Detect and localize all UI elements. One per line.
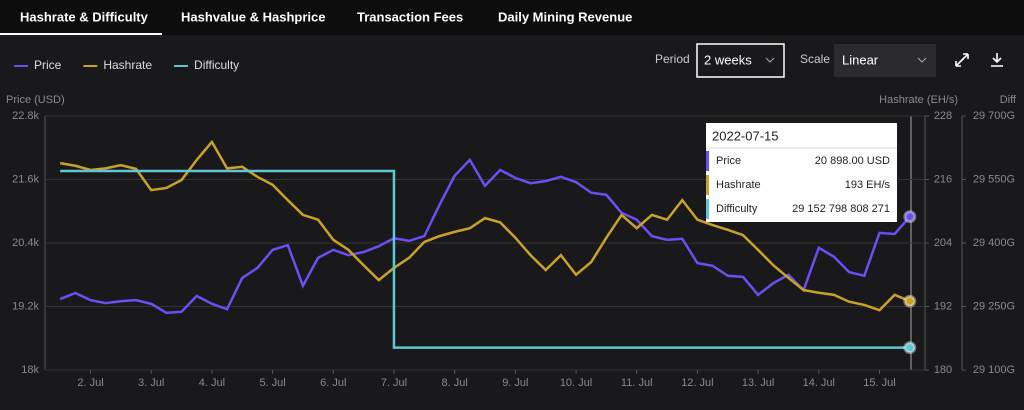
x-tick-label: 7. Jul [381, 377, 407, 389]
tooltip-value: 20 898.00 USD [815, 155, 890, 167]
y-axis-title: Price (USD) [6, 94, 65, 106]
legend-label: Price [34, 58, 62, 72]
chevron [765, 57, 775, 63]
y2-tick-label: 204 [934, 237, 952, 249]
hover-marker [903, 210, 917, 224]
period-value[interactable]: 2 weeks [704, 52, 752, 67]
tooltip-value: 29 152 798 808 271 [792, 203, 890, 215]
x-tick-label: 11. Jul [621, 377, 653, 389]
scale-label: Scale [800, 52, 830, 66]
tooltip-title: 2022-07-15 [712, 128, 779, 143]
x-tick-label: 3. Jul [138, 377, 164, 389]
tooltip-value: 193 EH/s [845, 179, 891, 191]
x-tick-label: 9. Jul [502, 377, 528, 389]
legend-label: Hashrate [103, 58, 152, 72]
series-line [59, 139, 911, 312]
tooltip-swatch [706, 151, 709, 171]
y2-axis-title: Hashrate (EH/s) [879, 94, 958, 106]
scale-dropdown[interactable] [834, 44, 936, 77]
x-tick-label: 15. Jul [863, 377, 895, 389]
y2-tick-label: 180 [934, 364, 952, 376]
tooltip-swatch [706, 199, 709, 219]
plot [45, 115, 925, 371]
expand-icon[interactable] [955, 53, 969, 67]
tooltip-label: Price [716, 155, 741, 167]
x-tick-label: 8. Jul [442, 377, 468, 389]
x-tick-label: 14. Jul [803, 377, 835, 389]
y3-tick-label: 29 550G [973, 173, 1015, 185]
y3-tick-label: 29 400G [973, 237, 1015, 249]
y-tick-label: 22.8k [12, 110, 39, 122]
y2-tick-label: 192 [934, 300, 952, 312]
y3-tick-label: 29 700G [973, 110, 1015, 122]
y-tick-label: 21.6k [12, 173, 39, 185]
tab[interactable]: Transaction Fees [357, 9, 463, 24]
y-tick-label: 18k [21, 364, 39, 376]
download-icon[interactable] [991, 53, 1003, 67]
tooltip-label: Hashrate [716, 179, 761, 191]
legend: Price Hashrate Difficulty [14, 58, 239, 72]
x-tick-label: 13. Jul [742, 377, 774, 389]
y3-tick-label: 29 250G [973, 300, 1015, 312]
period-dropdown[interactable] [696, 43, 785, 78]
chevron [917, 57, 927, 63]
legend-label: Difficulty [194, 58, 239, 72]
x-tick-label: 2. Jul [77, 377, 103, 389]
y-tick-label: 19.2k [12, 300, 39, 312]
period-label: Period [655, 52, 690, 66]
y3-axis-title: Diff [1000, 94, 1017, 106]
x-tick-label: 6. Jul [320, 377, 346, 389]
y-tick-label: 20.4k [12, 237, 39, 249]
x-tick-label: 10. Jul [560, 377, 592, 389]
scale-value[interactable]: Linear [842, 52, 879, 67]
tooltip: 2022-07-15 Price 20 898.00 USD Hashrate 193… [706, 123, 897, 222]
series-line [59, 157, 911, 315]
tooltip-box [706, 123, 897, 222]
tab-underline [0, 33, 162, 35]
y2-tick-label: 216 [934, 173, 952, 185]
series-line [60, 169, 910, 349]
x-tick-label: 5. Jul [259, 377, 285, 389]
x-tick-label: 12. Jul [681, 377, 713, 389]
y3-tick-label: 29 100G [973, 364, 1015, 376]
tooltip-label: Difficulty [716, 203, 758, 215]
tab[interactable]: Hashvalue & Hashprice [181, 9, 326, 24]
tab[interactable]: Hashrate & Difficulty [20, 9, 149, 24]
tooltip-swatch [706, 175, 709, 195]
tab-bar [0, 0, 1024, 35]
tab[interactable]: Daily Mining Revenue [498, 9, 632, 24]
x-tick-label: 4. Jul [199, 377, 225, 389]
y2-tick-label: 228 [934, 110, 952, 122]
hover-marker [903, 294, 917, 308]
hover-marker [903, 341, 917, 355]
